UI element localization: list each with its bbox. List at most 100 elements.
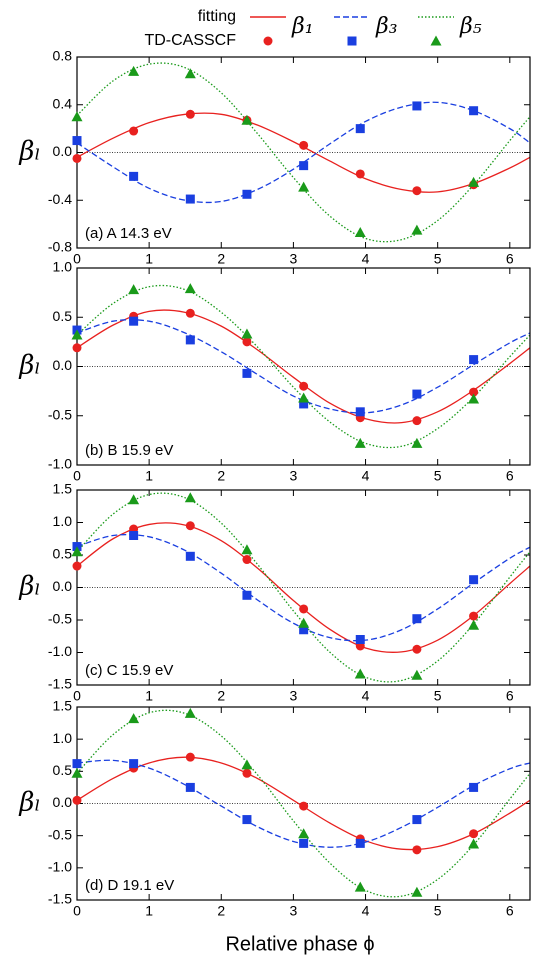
- y-tick-label: -1.0: [48, 456, 72, 472]
- marker: [242, 768, 252, 778]
- x-tick-label: 6: [506, 468, 514, 484]
- panel: -0.8 -0.4 0.0 0.4 0.8 0 1 2 3 4 5 6 βₗ (a) A 14.3 eV: [18, 48, 531, 267]
- marker: [411, 437, 423, 448]
- marker: [412, 416, 422, 426]
- marker: [71, 546, 83, 557]
- legend-marker: [347, 36, 357, 46]
- annotation: (d) D 19.1 eV: [85, 877, 174, 894]
- marker: [468, 619, 480, 630]
- x-tick-label: 4: [362, 688, 370, 704]
- marker: [411, 669, 423, 680]
- y-tick-label: 0.4: [53, 95, 73, 111]
- marker: [354, 881, 366, 892]
- fit-line: [77, 319, 530, 414]
- marker: [185, 752, 195, 762]
- marker: [469, 782, 479, 792]
- marker: [299, 161, 309, 171]
- x-tick-label: 2: [217, 468, 225, 484]
- marker: [299, 838, 309, 848]
- x-tick-label: 0: [73, 688, 81, 704]
- marker: [355, 635, 365, 644]
- x-tick-label: 1: [145, 903, 153, 919]
- x-tick-label: 3: [290, 251, 298, 267]
- x-tick-label: 5: [434, 468, 442, 484]
- marker: [412, 845, 422, 855]
- marker: [72, 795, 82, 805]
- fit-line: [77, 709, 530, 898]
- y-tick-label: 0.0: [53, 578, 73, 594]
- marker: [298, 828, 310, 839]
- plot-frame: [76, 267, 531, 466]
- y-axis-label: βₗ: [18, 351, 40, 381]
- marker: [184, 707, 196, 718]
- marker: [241, 544, 253, 555]
- y-tick-label: -1.0: [48, 643, 72, 659]
- marker: [298, 617, 310, 628]
- panel: -1.5 -1.0 -0.5 0.0 0.5 1.0 1.5 0 1 2 3 4 5 6 βₗ (d) D 1…: [18, 698, 531, 919]
- y-tick-label: 0.0: [53, 143, 73, 159]
- y-axis-label: βₗ: [18, 788, 40, 818]
- annotation: (a) A 14.3 eV: [85, 225, 172, 242]
- marker: [242, 337, 252, 347]
- marker: [469, 355, 479, 365]
- x-tick-label: 5: [434, 688, 442, 704]
- y-axis-label: βₗ: [18, 572, 40, 602]
- y-tick-label: -0.8: [48, 239, 72, 255]
- panel: -1.0 -0.5 0.0 0.5 1.0 0 1 2 3 4 5 6 βₗ (b) B 15.9 eV: [18, 259, 531, 484]
- marker: [129, 316, 139, 326]
- marker: [299, 381, 309, 391]
- marker: [412, 389, 422, 399]
- marker: [355, 407, 365, 417]
- marker: [411, 224, 423, 235]
- marker: [469, 575, 479, 585]
- marker: [128, 713, 140, 724]
- y-tick-label: 1.5: [53, 698, 73, 714]
- marker: [468, 176, 480, 187]
- marker: [469, 611, 479, 621]
- fit-line: [77, 533, 530, 642]
- legend-label: β₅: [459, 14, 482, 39]
- x-tick-label: 6: [506, 903, 514, 919]
- marker: [185, 521, 195, 531]
- marker: [469, 106, 479, 116]
- marker: [129, 759, 139, 769]
- x-tick-label: 2: [217, 251, 225, 267]
- y-tick-label: -0.5: [48, 406, 72, 422]
- y-tick-label: -0.5: [48, 826, 72, 842]
- panel: -1.5 -1.0 -0.5 0.0 0.5 1.0 1.5 0 1 2 3 4 5 6 βₗ (c) C 1…: [18, 481, 531, 704]
- x-tick-label: 6: [506, 688, 514, 704]
- x-tick-label: 6: [506, 251, 514, 267]
- annotation: (c) C 15.9 eV: [85, 662, 173, 679]
- x-tick-label: 3: [290, 688, 298, 704]
- legend-marker: [263, 36, 273, 46]
- legend-label: β₁: [291, 14, 314, 39]
- marker: [355, 838, 365, 848]
- marker: [185, 109, 195, 119]
- marker: [72, 153, 82, 163]
- marker: [412, 614, 422, 624]
- y-tick-label: -1.0: [48, 859, 72, 875]
- x-tick-label: 4: [362, 903, 370, 919]
- x-tick-label: 5: [434, 251, 442, 267]
- x-tick-label: 4: [362, 251, 370, 267]
- marker: [412, 186, 422, 196]
- marker: [412, 101, 422, 111]
- plot-frame: [76, 489, 531, 686]
- marker: [354, 668, 366, 679]
- legend-marker: [430, 35, 442, 46]
- marker: [185, 551, 195, 561]
- marker: [128, 284, 140, 295]
- annotation: (b) B 15.9 eV: [85, 442, 173, 459]
- marker: [412, 815, 422, 825]
- y-tick-label: 1.0: [53, 730, 73, 746]
- marker: [469, 829, 479, 839]
- marker: [184, 68, 196, 79]
- y-tick-label: 0.0: [53, 794, 73, 810]
- x-tick-label: 2: [217, 688, 225, 704]
- marker: [354, 226, 366, 237]
- y-tick-label: 1.0: [53, 259, 73, 275]
- marker: [71, 329, 83, 340]
- y-tick-label: 0.5: [53, 762, 73, 778]
- marker: [468, 838, 480, 849]
